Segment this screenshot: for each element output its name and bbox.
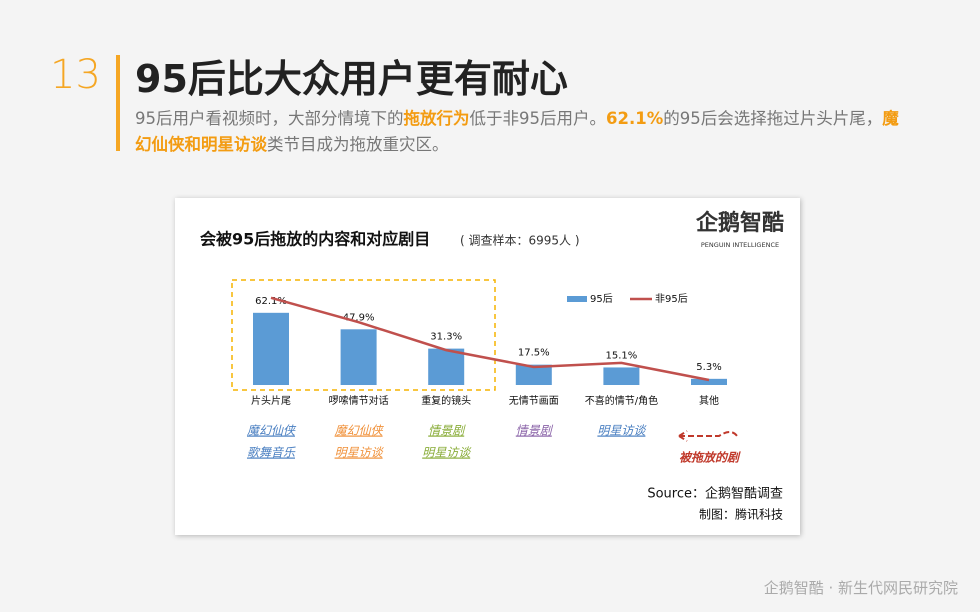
line (270, 296, 710, 382)
description-text: 拖放行为 (403, 109, 470, 128)
legend-swatch (567, 296, 587, 302)
x-tick-label: 片头片尾 (251, 394, 291, 407)
category-tag: 魔幻仙侠 (335, 424, 385, 438)
value-label: 47.9% (343, 312, 375, 323)
bar (428, 348, 465, 385)
accent-bar (116, 55, 120, 151)
description: 95后用户看视频时，大部分情境下的拖放行为低于非95后用户。62.1%的95后会… (135, 106, 910, 158)
value-label: 5.3% (696, 362, 721, 373)
value-label: 17.5% (518, 348, 550, 359)
chart-title: 会被95后拖放的内容和对应剧目 (200, 230, 430, 249)
description-text: 低于非95后用户。 (469, 109, 607, 128)
x-tick-label: 不喜的情节/角色 (585, 394, 658, 407)
category-tag: 情景剧 (516, 424, 554, 438)
description-text: 95后用户看视频时，大部分情境下的 (135, 109, 404, 128)
description-text: 魔幻仙侠和明星访谈 (135, 109, 899, 154)
description-text: 62.1% (606, 109, 664, 128)
source: Source：企鹅智酷调查 (647, 486, 783, 502)
value-label: 31.3% (430, 332, 462, 343)
value-label: 15.1% (606, 350, 638, 361)
value-label: 62.1% (255, 296, 287, 307)
bar (515, 364, 552, 385)
chart-card: 会被95后拖放的内容和对应剧目 ( 调查样本：6995人 ) 企鹅智酷 PENG… (175, 198, 800, 535)
category-tag: 歌舞音乐 (247, 446, 296, 460)
chart-subtitle: ( 调查样本：6995人 ) (460, 233, 580, 248)
legend-label: 95后 (590, 293, 613, 305)
bar (691, 378, 727, 385)
x-tick-label: 重复的镜头 (421, 394, 471, 407)
credit: 制图：腾讯科技 (699, 507, 783, 522)
logo: 企鹅智酷 (695, 210, 784, 236)
highlight-box (231, 279, 496, 391)
chart: 会被95后拖放的内容和对应剧目 ( 调查样本：6995人 ) 企鹅智酷 PENG… (200, 210, 784, 522)
tag-arrow (678, 430, 738, 442)
category-tag: 魔幻仙侠 (247, 424, 297, 438)
legend-label: 非95后 (655, 293, 688, 305)
x-tick-label: 无情节画面 (509, 394, 559, 407)
description-text: 的95后会选择拖过片头片尾， (663, 109, 883, 128)
bar (603, 367, 640, 385)
x-tick-label: 其他 (699, 394, 719, 407)
bar (253, 312, 289, 385)
logo-sub: PENGUIN INTELLIGENCE (701, 241, 779, 249)
category-tag: 明星访谈 (422, 446, 472, 460)
footer: 企鹅智酷 · 新生代网民研究院 (763, 579, 958, 597)
description-text: 类节目成为拖放重灾区。 (267, 135, 449, 154)
slide-number: 13 (50, 52, 101, 98)
bar (340, 329, 377, 385)
x-tick-label: 啰嗦情节对话 (329, 394, 389, 407)
category-tag: 明星访谈 (335, 446, 385, 460)
slide-title: 95后比大众用户更有耐心 (135, 57, 568, 101)
tag-legend: 被拖放的剧 (679, 451, 741, 465)
category-tag: 明星访谈 (597, 424, 647, 438)
category-tag: 情景剧 (428, 424, 466, 438)
